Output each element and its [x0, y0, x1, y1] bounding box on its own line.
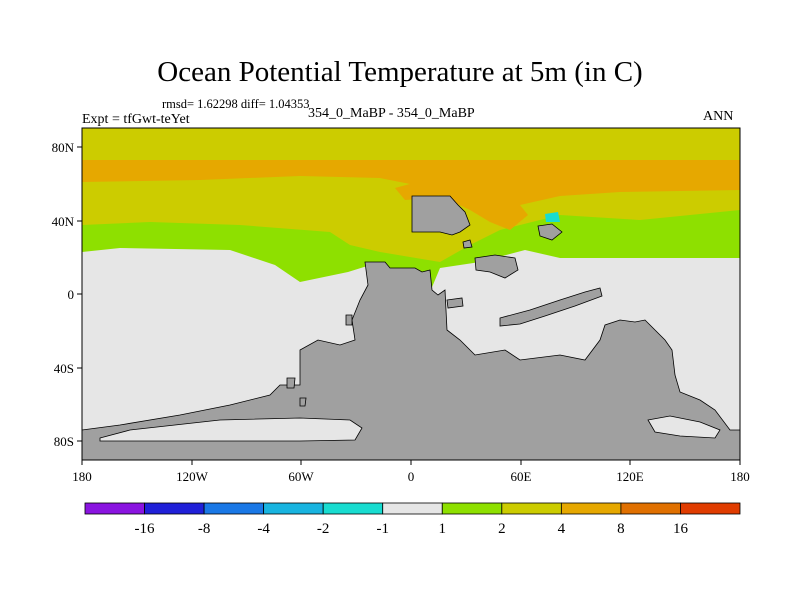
colorbar-box [680, 502, 741, 515]
colorbar-box [144, 502, 205, 515]
land-north [411, 195, 471, 236]
colorbar-box [322, 502, 384, 515]
ocean-cutout [647, 415, 721, 439]
colorbar-box [501, 502, 562, 515]
colorbar-box [382, 502, 443, 515]
land-island [446, 297, 464, 309]
southern-ocean-cutouts [99, 415, 721, 442]
land-continent [82, 261, 740, 460]
land-north [537, 223, 563, 241]
y-tick-label: 0 [68, 287, 75, 302]
colorbar-label: -4 [257, 521, 270, 537]
colorbar-label: 16 [673, 521, 689, 537]
y-tick-label: 40S [54, 361, 74, 376]
plot-title: Ocean Potential Temperature at 5m (in C) [157, 56, 643, 88]
colorbar-label: -8 [198, 521, 211, 537]
stats-label: rmsd= 1.62298 diff= 1.04353 [162, 97, 310, 111]
colorbar-box [441, 502, 503, 515]
x-tick-label: 120E [616, 469, 644, 484]
x-tick-label: 180 [730, 469, 750, 484]
colorbar-box [620, 502, 681, 515]
season-label: ANN [703, 109, 734, 124]
land-group [82, 195, 740, 460]
x-tick-label: 120W [176, 469, 209, 484]
land-north [474, 254, 519, 279]
colorbar-label: 2 [498, 521, 506, 537]
map-frame [77, 127, 741, 465]
y-tick-label: 80N [52, 140, 75, 155]
x-tick-label: 60W [288, 469, 314, 484]
x-tick-label: 0 [408, 469, 415, 484]
colorbar-label: -2 [317, 521, 330, 537]
land-island [345, 314, 353, 326]
colorbar-label: -1 [376, 521, 389, 537]
colorbar: -16 -8 -4 -2 -1 1 2 4 8 16 [84, 502, 741, 537]
x-tick-label: 180 [72, 469, 92, 484]
land-north [462, 239, 473, 249]
y-tick-label: 80S [54, 434, 74, 449]
experiment-label: Expt = tfGwt-teYet [82, 112, 190, 127]
orange-patch [488, 205, 528, 230]
subtitle-label: 354_0_MaBP - 354_0_MaBP [308, 106, 475, 121]
colorbar-box [263, 502, 324, 515]
orange-band [82, 160, 740, 222]
cyan-patch [545, 212, 560, 222]
colorbar-label: 8 [617, 521, 625, 537]
colorbar-box [560, 502, 622, 515]
colorbar-box [84, 502, 145, 515]
map-area [82, 128, 740, 460]
colorbar-label: 1 [439, 521, 447, 537]
colorbar-box [203, 502, 265, 515]
land-island [499, 287, 603, 327]
y-tick-label: 40N [52, 214, 75, 229]
colorbar-label: -16 [135, 521, 155, 537]
land-island [286, 377, 296, 389]
ocean-cutout [99, 417, 363, 442]
colorbar-label: 4 [558, 521, 566, 537]
x-tick-label: 60E [511, 469, 532, 484]
orange-patch [395, 178, 450, 200]
land-island [299, 397, 307, 407]
